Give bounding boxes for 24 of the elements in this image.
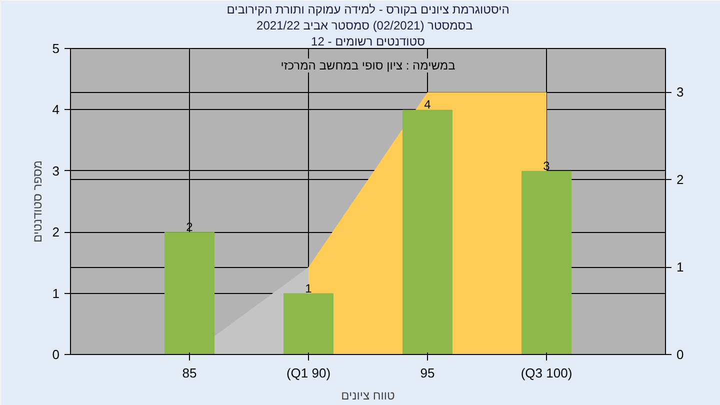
x-tick-label: (Q3 100) bbox=[520, 366, 572, 380]
data-label: 4 bbox=[424, 98, 432, 112]
data-label: 1 bbox=[305, 281, 312, 296]
chart-subtitle: בסמסטר (02/2021) סמסטר אביב 2021/22 bbox=[256, 18, 473, 32]
y-tick-label: 5 bbox=[52, 41, 60, 56]
x-tick-label: 85 bbox=[182, 366, 197, 380]
y-axis-title: מספר סטודנטים bbox=[30, 160, 44, 243]
bar bbox=[402, 110, 452, 354]
y-tick-label: 2 bbox=[52, 224, 60, 240]
x-tick-label: 95 bbox=[420, 366, 435, 380]
chart-title: היסטוגרמת ציונים בקורס - למידה עמוקה ותורת הקירובים bbox=[226, 2, 510, 16]
y2-tick-label: 2 bbox=[676, 172, 684, 188]
y-tick-label: 1 bbox=[52, 286, 60, 301]
y-tick-label: 3 bbox=[52, 163, 60, 178]
annotation: במשימה : ציון סופי במחשב המרכזי bbox=[280, 58, 456, 72]
y2-tick-label: 1 bbox=[676, 260, 684, 275]
y-tick-label: 4 bbox=[52, 102, 60, 118]
bar bbox=[522, 170, 572, 354]
x-tick-label: (Q1 90) bbox=[286, 366, 331, 380]
y2-tick-label: 3 bbox=[676, 84, 684, 100]
annotation: סטודנטים רשומים - 12 bbox=[311, 34, 426, 48]
x-axis-title: טווח ציונים bbox=[341, 388, 396, 402]
y2-tick-label: 0 bbox=[676, 347, 684, 362]
y-tick-label: 0 bbox=[52, 347, 60, 362]
